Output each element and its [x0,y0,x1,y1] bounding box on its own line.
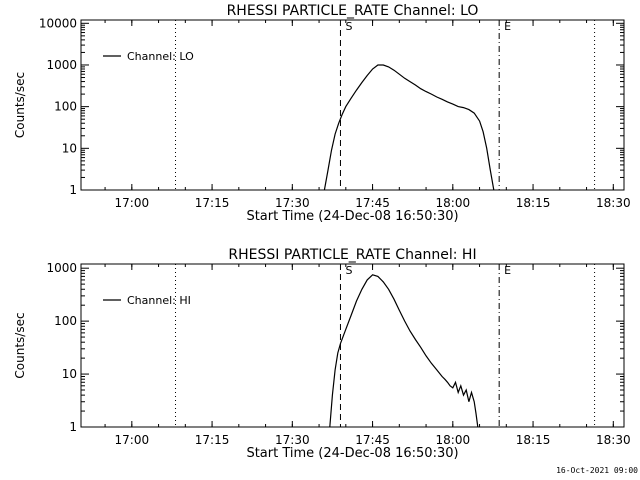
x-tick-label: 18:00 [436,196,471,210]
x-axis-label: Start Time (24-Dec-08 16:50:30) [246,446,458,461]
x-tick-label: 17:45 [355,196,390,210]
legend-label: Channel: HI [127,294,191,307]
time-marker-label: E [504,20,511,33]
y-tick-label: 1000 [46,261,77,275]
footer-timestamp: 16-Oct-2021 09:00 [556,466,638,475]
series-line [323,64,495,191]
y-axis-label: Counts/sec [13,72,27,138]
x-tick-label: 18:30 [596,196,631,210]
legend-label: Channel: LO [127,50,194,63]
y-tick-label: 10 [62,367,77,381]
y-tick-label: 1 [69,183,77,197]
panel-lo: RHESSI PARTICLE_RATE Channel: LOS E 17:00 1… [13,3,631,224]
series-line [329,274,479,428]
x-tick-label: 18:00 [436,433,471,447]
x-tick-label: 17:15 [195,433,230,447]
y-tick-label: 10000 [39,16,77,30]
x-tick-label: 18:15 [516,196,551,210]
panel-hi: RHESSI PARTICLE_RATE Channel: HIS E 17:00 1… [13,247,631,461]
plot-frame [80,19,625,191]
chart-title: RHESSI PARTICLE_RATE Channel: HI [228,247,476,263]
x-tick-label: 17:30 [275,196,310,210]
chart-title: RHESSI PARTICLE_RATE Channel: LO [227,3,479,19]
x-tick-label: 17:45 [355,433,390,447]
x-tick-label: 17:00 [115,196,150,210]
y-tick-label: 100 [54,100,77,114]
time-marker-label: E [504,264,511,277]
x-axis-label: Start Time (24-Dec-08 16:50:30) [246,209,458,224]
time-marker-label: S [345,264,352,277]
y-tick-label: 10 [62,141,77,155]
x-tick-label: 17:15 [195,196,230,210]
y-tick-label: 1 [69,420,77,434]
x-tick-label: 18:30 [596,433,631,447]
y-axis-label: Counts/sec [13,312,27,378]
x-tick-label: 17:30 [275,433,310,447]
x-tick-label: 17:00 [115,433,150,447]
plot-frame [80,263,625,428]
x-tick-label: 18:15 [516,433,551,447]
y-tick-label: 1000 [46,58,77,72]
time-marker-label: S [345,20,352,33]
y-tick-label: 100 [54,314,77,328]
